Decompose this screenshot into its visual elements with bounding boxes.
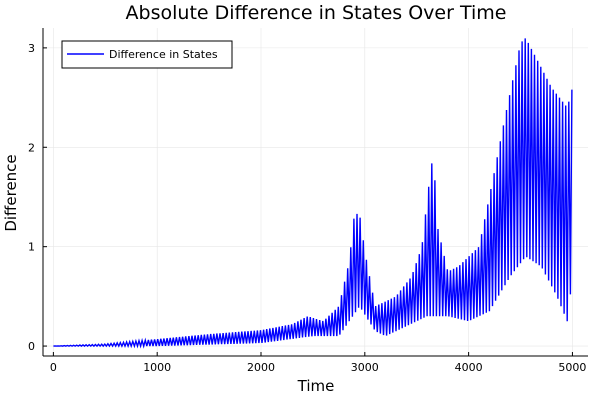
y-tick-label: 1: [28, 241, 35, 254]
axes: [42, 28, 588, 357]
legend-label: Difference in States: [109, 48, 218, 61]
x-tick-label: 5000: [558, 361, 586, 374]
x-tick-label: 2000: [247, 361, 275, 374]
x-axis-label: Time: [297, 377, 335, 395]
x-tick-label: 4000: [455, 361, 483, 374]
tick-labels: 0 1000 2000 3000 4000 5000 0 1 2 3: [28, 42, 586, 374]
legend: Difference in States: [61, 40, 233, 69]
series-line-difference-in-states: [53, 38, 573, 349]
chart-title: Absolute Difference in States Over Time: [126, 2, 507, 24]
y-tick-label: 2: [28, 141, 35, 154]
y-axis-label: Difference: [2, 154, 20, 231]
x-tick-label: 0: [50, 361, 57, 374]
y-tick-label: 0: [28, 340, 35, 353]
x-tick-label: 1000: [143, 361, 171, 374]
y-tick-label: 3: [28, 42, 35, 55]
x-tick-label: 3000: [351, 361, 379, 374]
